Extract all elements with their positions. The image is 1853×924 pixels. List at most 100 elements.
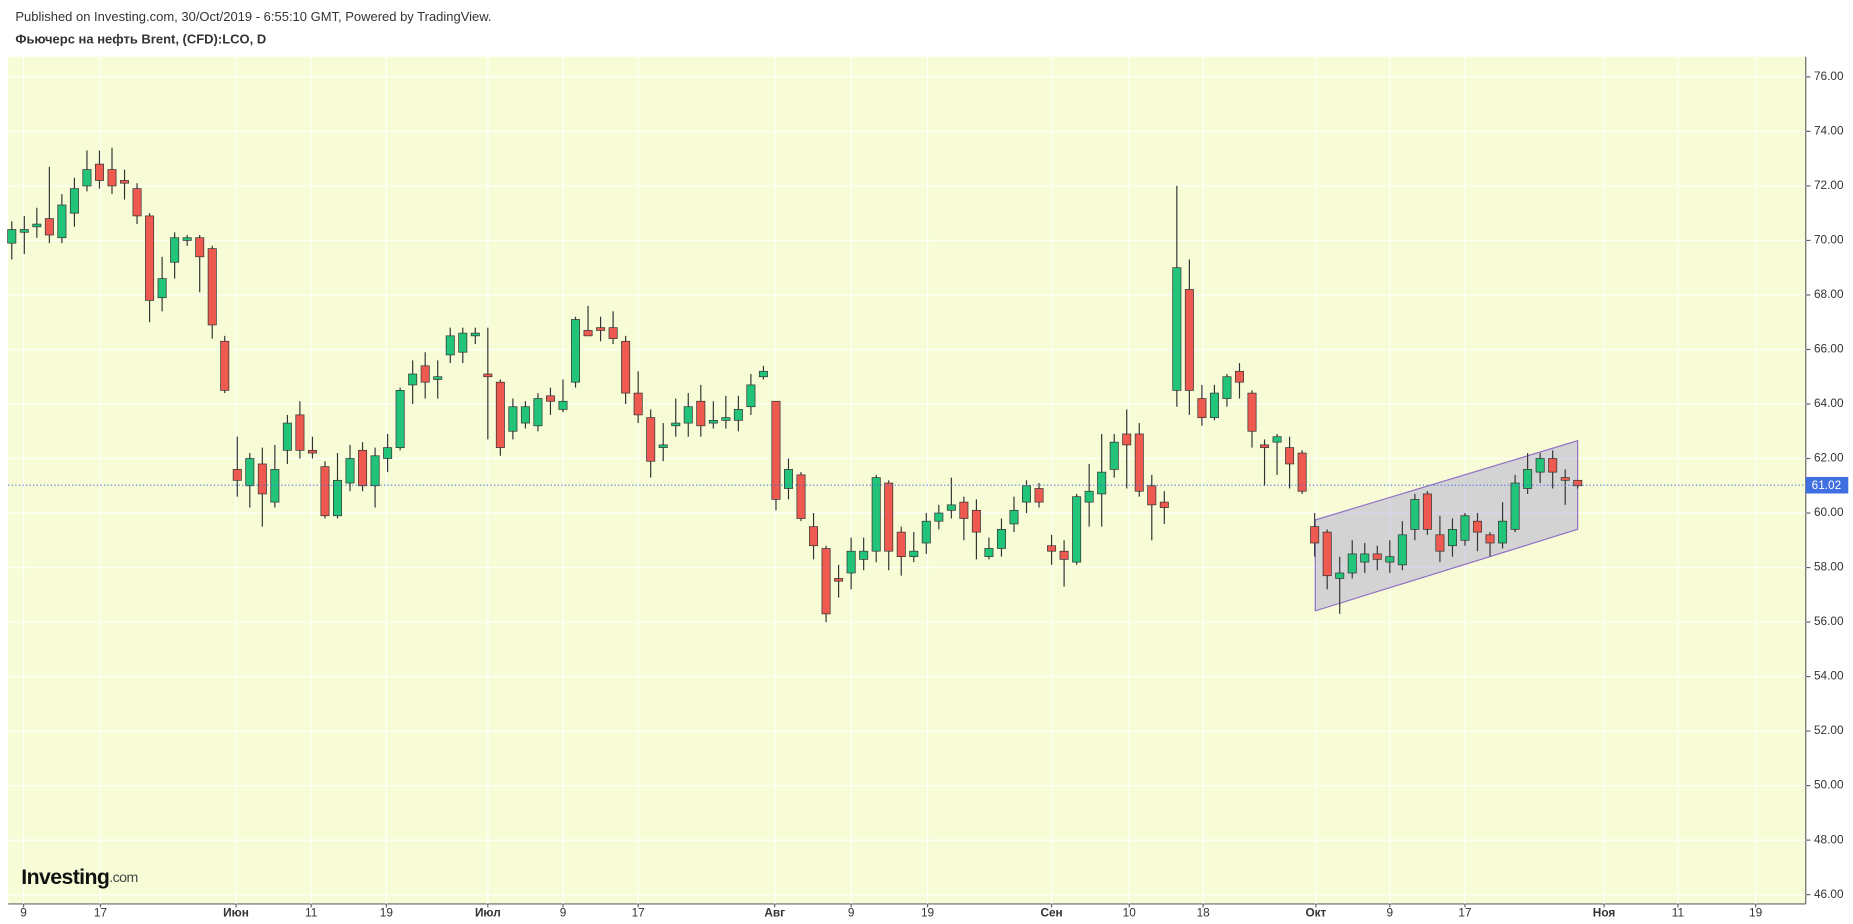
x-tick-label: 11 xyxy=(1672,905,1684,919)
candle-body xyxy=(282,422,292,451)
candle-body xyxy=(1410,499,1420,530)
candle-body xyxy=(1134,433,1144,492)
candle-body xyxy=(170,237,180,263)
candle-body xyxy=(1022,485,1032,503)
candle-body xyxy=(1347,553,1357,574)
candle-body xyxy=(596,327,606,331)
y-tick-label: 70.00 xyxy=(1814,233,1844,247)
candle-body xyxy=(683,406,693,424)
y-tick-label: 48.00 xyxy=(1814,832,1844,846)
y-tick-label: 76.00 xyxy=(1814,69,1844,83)
candle-body xyxy=(82,169,92,187)
x-tick-label: 17 xyxy=(632,905,645,919)
candle-body xyxy=(1222,376,1232,399)
y-tick-label: 54.00 xyxy=(1814,669,1844,683)
candle-body xyxy=(1310,526,1320,544)
candle-body xyxy=(733,409,743,421)
candle-body xyxy=(1047,545,1057,552)
candle-body xyxy=(1322,531,1332,577)
candle-body xyxy=(846,550,856,574)
candle-body xyxy=(69,188,79,214)
candle-body xyxy=(207,248,217,326)
x-tick-label: Сен xyxy=(1040,905,1062,919)
candle-body xyxy=(671,422,681,427)
candle-body xyxy=(1209,392,1219,418)
candle-body xyxy=(583,330,593,337)
y-tick-label: 72.00 xyxy=(1814,178,1844,192)
candle-body xyxy=(746,384,756,408)
candle-body xyxy=(1272,436,1282,443)
candle-body xyxy=(1498,520,1508,544)
candle-body xyxy=(896,531,906,557)
candle-body xyxy=(333,479,342,517)
chart-title: Фьючерс на нефть Brent, (CFD):LCO, D xyxy=(15,32,266,47)
x-tick-label: 19 xyxy=(1749,905,1762,919)
y-tick-label: 58.00 xyxy=(1814,560,1844,574)
candle-body xyxy=(57,204,67,239)
candle-body xyxy=(558,400,568,410)
candle-body xyxy=(1122,433,1132,446)
candle-body xyxy=(1447,529,1457,547)
candle-body xyxy=(796,474,806,519)
last-price-badge xyxy=(1805,476,1849,494)
candle-body xyxy=(120,180,130,184)
candle-body xyxy=(633,392,643,416)
candle-body xyxy=(1234,370,1244,383)
candle-body xyxy=(220,340,230,391)
candle-body xyxy=(1485,534,1495,544)
candle-body xyxy=(996,529,1006,549)
candle-body xyxy=(571,319,581,383)
candle-body xyxy=(495,381,505,448)
candle-body xyxy=(608,327,618,339)
candle-body xyxy=(1072,496,1082,563)
candle-body xyxy=(508,406,518,432)
candles xyxy=(7,147,1583,623)
candle-body xyxy=(658,444,668,448)
y-tick-label: 50.00 xyxy=(1814,778,1844,792)
y-tick-label: 68.00 xyxy=(1814,287,1844,301)
candle-body xyxy=(408,373,418,386)
x-tick-label: Окт xyxy=(1305,905,1326,919)
x-tick-label: 10 xyxy=(1123,905,1137,919)
grid xyxy=(8,56,1806,904)
candle-body xyxy=(358,449,368,487)
candle-body xyxy=(1034,488,1044,503)
candle-body xyxy=(157,278,167,299)
candle-body xyxy=(1360,553,1370,563)
candle-body xyxy=(295,414,305,451)
x-tick-label: Июн xyxy=(223,905,249,919)
candle-body xyxy=(1159,501,1169,508)
candle-body xyxy=(934,512,944,522)
candle-body xyxy=(94,163,104,181)
candle-body xyxy=(1009,509,1019,525)
candle-body xyxy=(884,482,894,552)
y-tick-label: 64.00 xyxy=(1814,396,1844,410)
candle-body xyxy=(320,466,330,517)
candle-body xyxy=(721,417,731,421)
candle-body xyxy=(1184,289,1194,391)
candle-body xyxy=(984,548,994,557)
candle-body xyxy=(145,215,155,301)
plot-background xyxy=(8,56,1806,904)
candle-body xyxy=(458,332,468,353)
candle-body xyxy=(1435,534,1445,552)
candle-body xyxy=(470,332,480,337)
logo-suffix: .com xyxy=(109,870,137,886)
candle-body xyxy=(871,477,881,552)
candle-body xyxy=(545,395,555,402)
candle-body xyxy=(1109,441,1119,470)
candle-body xyxy=(696,400,706,427)
candle-body xyxy=(1172,267,1182,391)
candle-body xyxy=(771,400,781,500)
candle-body xyxy=(946,504,956,511)
logo-main: Investing xyxy=(21,865,109,889)
candle-body xyxy=(971,509,981,533)
candle-body xyxy=(533,398,543,427)
candle-body xyxy=(44,218,54,236)
candle-body xyxy=(1197,398,1207,418)
candle-body xyxy=(395,390,405,448)
x-tick-label: 9 xyxy=(560,905,567,919)
candle-body xyxy=(520,406,530,424)
candle-body xyxy=(1372,553,1382,560)
candle-body xyxy=(921,520,931,544)
